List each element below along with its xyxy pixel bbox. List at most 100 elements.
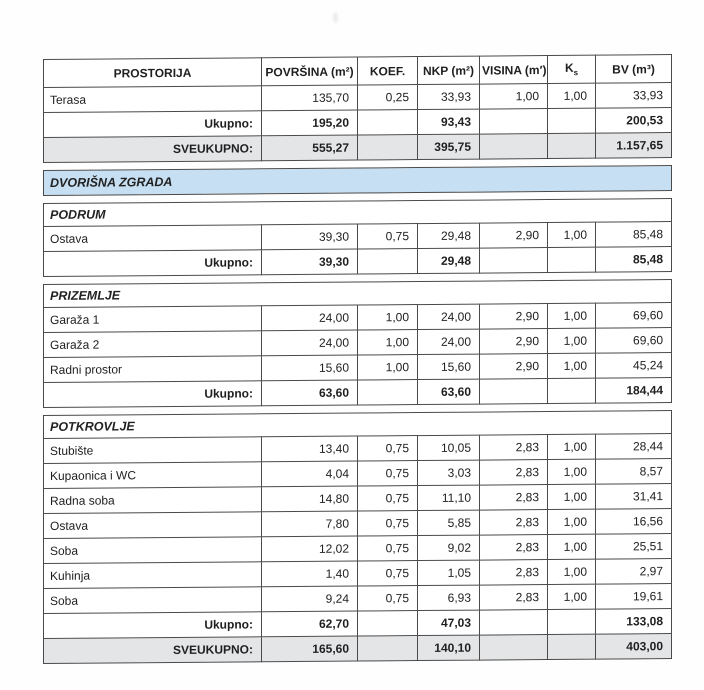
header-cell-ks: Ks bbox=[547, 55, 596, 84]
cell-koef: 0,75 bbox=[357, 223, 418, 250]
header-ks-sub: s bbox=[573, 67, 579, 78]
cell-bv: 31,41 bbox=[595, 483, 672, 510]
cell-bv: 45,24 bbox=[595, 352, 672, 379]
cell-koef: 1,00 bbox=[357, 354, 418, 381]
area-table-block: POTKROVLJE Stubište 13,40 0,75 10,05 2,83 1,00… bbox=[43, 410, 672, 664]
cell-koef: 0,75 bbox=[357, 460, 418, 487]
cell-visina: 2,83 bbox=[479, 534, 548, 561]
table-row: SVEUKUPNO: 555,27 395,75 1.157,65 bbox=[43, 132, 672, 163]
cell-bv: 1.157,65 bbox=[595, 132, 672, 159]
cell-ks bbox=[547, 378, 596, 404]
cell-nkp: 47,03 bbox=[417, 610, 480, 636]
cell-ks bbox=[547, 133, 596, 159]
cell-koef: 0,25 bbox=[357, 84, 418, 111]
cell-prostorija: Ostava bbox=[43, 224, 262, 252]
cell-koef: 0,75 bbox=[357, 510, 418, 537]
cell-povrsina: 24,00 bbox=[261, 330, 358, 356]
cell-povrsina: 14,80 bbox=[261, 486, 358, 512]
cell-ks: 1,00 bbox=[547, 509, 596, 535]
cell-koef bbox=[357, 379, 418, 406]
cell-prostorija: Soba bbox=[43, 536, 262, 564]
banner-label: DVORIŠNA ZGRADA bbox=[43, 165, 672, 196]
cell-visina: 2,83 bbox=[479, 584, 548, 611]
cell-visina bbox=[479, 378, 548, 405]
cell-koef: 0,75 bbox=[357, 560, 418, 587]
cell-visina: 2,83 bbox=[479, 509, 548, 536]
cell-ks: 1,00 bbox=[547, 83, 596, 109]
cell-visina: 2,83 bbox=[479, 459, 548, 486]
cell-koef bbox=[357, 134, 418, 161]
cell-visina: 2,90 bbox=[479, 328, 548, 355]
cell-ks: 1,00 bbox=[547, 534, 596, 560]
cell-ks bbox=[547, 634, 596, 660]
cell-nkp: 29,48 bbox=[417, 223, 480, 249]
cell-nkp: 29,48 bbox=[417, 248, 480, 274]
cell-visina bbox=[479, 634, 548, 661]
cell-visina: 2,83 bbox=[479, 484, 548, 511]
section-banner-row: DVORIŠNA ZGRADA bbox=[43, 165, 672, 196]
cell-bv: 85,48 bbox=[595, 246, 672, 273]
cell-koef: 0,75 bbox=[357, 535, 418, 562]
cell-nkp: 9,02 bbox=[417, 535, 480, 561]
cell-koef bbox=[357, 610, 418, 637]
cell-koef: 0,75 bbox=[357, 485, 418, 512]
cell-prostorija: Ostava bbox=[43, 511, 262, 539]
cell-povrsina: 1,40 bbox=[261, 561, 358, 587]
cell-visina: 2,83 bbox=[479, 559, 548, 586]
cell-povrsina: 24,00 bbox=[261, 305, 358, 331]
cell-povrsina: 7,80 bbox=[261, 511, 358, 537]
cell-visina: 2,83 bbox=[479, 434, 548, 461]
header-cell-koef: KOEF. bbox=[357, 56, 418, 86]
cell-povrsina: 13,40 bbox=[261, 436, 358, 462]
cell-bv: 33,93 bbox=[595, 82, 672, 109]
header-cell-bv: BV (m³) bbox=[595, 54, 672, 84]
cell-povrsina: 63,60 bbox=[261, 380, 358, 406]
cell-povrsina: 62,70 bbox=[261, 611, 358, 637]
cell-nkp: 33,93 bbox=[417, 84, 480, 110]
cell-ks bbox=[547, 247, 596, 273]
cell-bv: 200,53 bbox=[595, 107, 672, 134]
cell-prostorija: Garaža 2 bbox=[43, 330, 262, 358]
cell-povrsina: 555,27 bbox=[261, 135, 358, 161]
cell-visina bbox=[479, 108, 548, 135]
cell-bv: 184,44 bbox=[595, 377, 672, 404]
cell-ks: 1,00 bbox=[547, 484, 596, 510]
header-cell-nkp: NKP (m²) bbox=[417, 56, 480, 85]
cell-prostorija: Garaža 1 bbox=[43, 305, 262, 333]
cell-bv: 19,61 bbox=[595, 583, 672, 610]
cell-nkp: 24,00 bbox=[417, 304, 480, 330]
cell-visina: 1,00 bbox=[479, 83, 548, 110]
cell-nkp: 24,00 bbox=[417, 329, 480, 355]
cell-nkp: 140,10 bbox=[417, 635, 480, 661]
cell-prostorija: Radni prostor bbox=[43, 355, 262, 383]
cell-nkp: 93,43 bbox=[417, 109, 480, 135]
cell-nkp: 1,05 bbox=[417, 560, 480, 586]
cell-koef bbox=[357, 109, 418, 136]
cell-bv: 133,08 bbox=[595, 608, 672, 635]
cell-ks: 1,00 bbox=[547, 559, 596, 585]
cell-bv: 403,00 bbox=[595, 633, 672, 660]
cell-nkp: 5,85 bbox=[417, 510, 480, 536]
cell-koef: 0,75 bbox=[357, 585, 418, 612]
cell-ks: 1,00 bbox=[547, 222, 596, 248]
cell-visina bbox=[479, 247, 548, 274]
cell-bv: 69,60 bbox=[595, 327, 672, 354]
cell-prostorija: Ukupno: bbox=[43, 380, 262, 408]
area-table-block: PRIZEMLJE Garaža 1 24,00 1,00 24,00 2,90 1,00 6… bbox=[43, 279, 672, 408]
cell-ks: 1,00 bbox=[547, 434, 596, 460]
cell-koef: 0,75 bbox=[357, 435, 418, 462]
cell-nkp: 10,05 bbox=[417, 435, 480, 461]
cell-bv: 2,97 bbox=[595, 558, 672, 585]
cell-povrsina: 15,60 bbox=[261, 355, 358, 381]
cell-ks: 1,00 bbox=[547, 353, 596, 379]
cell-prostorija: Ukupno: bbox=[43, 110, 262, 138]
cell-visina bbox=[479, 609, 548, 636]
cell-ks bbox=[547, 108, 596, 134]
cell-povrsina: 195,20 bbox=[261, 110, 358, 136]
cell-nkp: 63,60 bbox=[417, 379, 480, 405]
cell-ks: 1,00 bbox=[547, 328, 596, 354]
cell-ks: 1,00 bbox=[547, 459, 596, 485]
cell-povrsina: 4,04 bbox=[261, 461, 358, 487]
cell-visina: 2,90 bbox=[479, 222, 548, 249]
